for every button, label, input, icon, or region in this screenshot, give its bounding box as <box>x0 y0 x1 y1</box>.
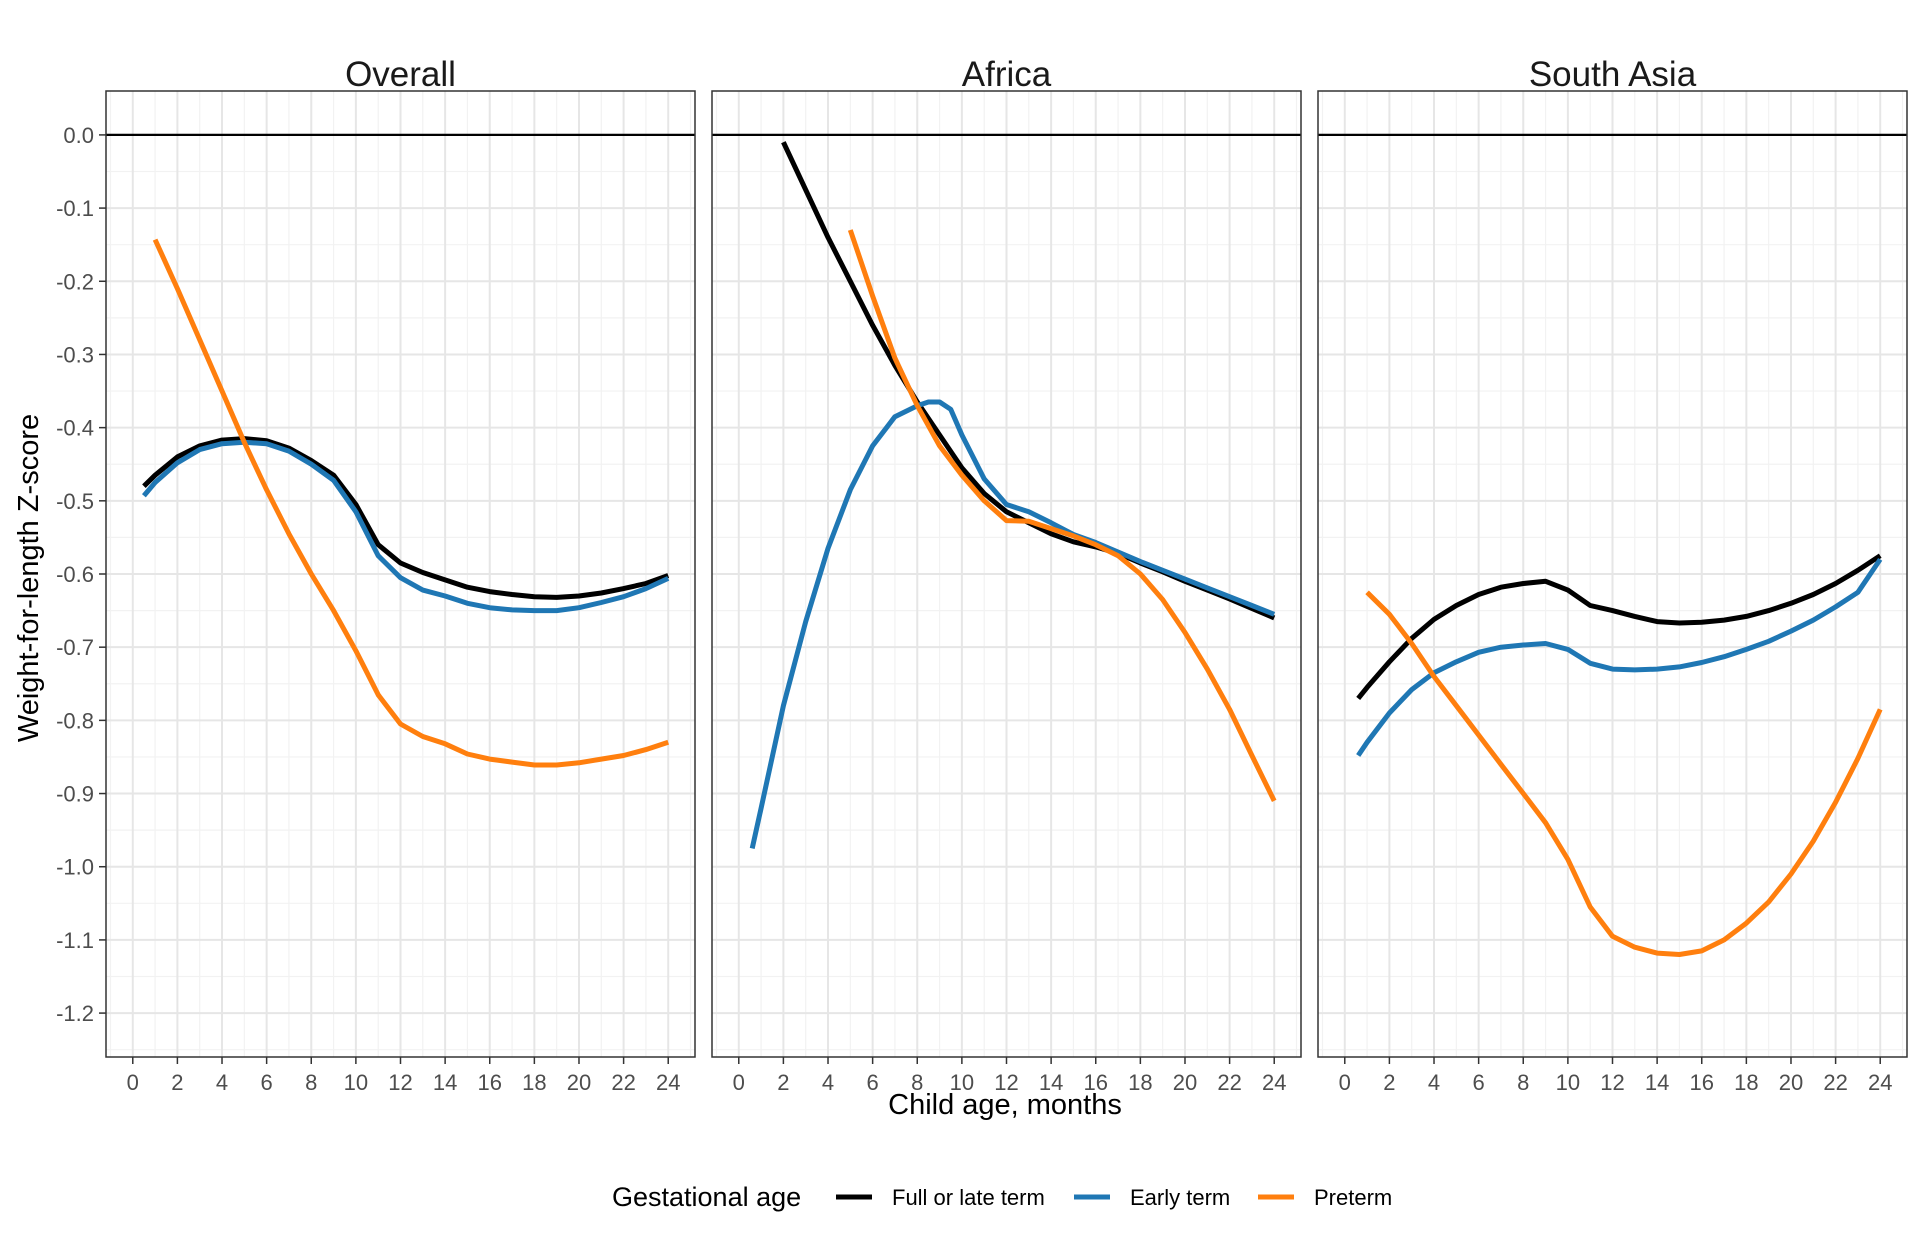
x-tick-label: 14 <box>1645 1070 1669 1095</box>
x-tick-label: 14 <box>1039 1070 1063 1095</box>
legend-label: Early term <box>1130 1185 1230 1210</box>
x-tick-label: 4 <box>216 1070 228 1095</box>
y-tick-label: -0.5 <box>56 489 94 514</box>
panel-title: Overall <box>345 55 456 94</box>
x-tick-label: 4 <box>822 1070 834 1095</box>
x-tick-label: 12 <box>388 1070 412 1095</box>
x-tick-label: 18 <box>522 1070 546 1095</box>
grid <box>712 91 1301 1057</box>
x-tick-label: 22 <box>611 1070 635 1095</box>
panel-title: South Asia <box>1529 55 1697 94</box>
y-tick-label: -0.9 <box>56 782 94 807</box>
x-tick-label: 0 <box>733 1070 745 1095</box>
x-tick-label: 8 <box>1517 1070 1529 1095</box>
legend-item-full-or-late-term: Full or late term <box>836 1185 1045 1210</box>
x-tick-label: 16 <box>478 1070 502 1095</box>
grid <box>106 91 695 1057</box>
series-line-preterm <box>1365 590 1883 957</box>
legend-title: Gestational age <box>612 1182 801 1212</box>
y-tick-label: -0.1 <box>56 196 94 221</box>
x-tick-label: 24 <box>1262 1070 1286 1095</box>
legend-item-preterm: Preterm <box>1258 1185 1392 1210</box>
x-tick-label: 6 <box>1473 1070 1485 1095</box>
x-tick-label: 24 <box>1868 1070 1892 1095</box>
y-tick-label: -1.1 <box>56 928 94 953</box>
x-tick-label: 6 <box>261 1070 273 1095</box>
y-tick-label: -1.2 <box>56 1001 94 1026</box>
x-tick-label: 16 <box>1690 1070 1714 1095</box>
x-tick-label: 18 <box>1734 1070 1758 1095</box>
y-tick-label: -0.4 <box>56 416 94 441</box>
x-tick-label: 10 <box>1556 1070 1580 1095</box>
y-tick-label: -0.8 <box>56 708 94 733</box>
x-axis-title: Child age, months <box>888 1089 1122 1121</box>
x-tick-label: 10 <box>950 1070 974 1095</box>
x-tick-label: 24 <box>656 1070 680 1095</box>
x-tick-label: 14 <box>433 1070 457 1095</box>
legend-label: Preterm <box>1314 1185 1392 1210</box>
x-tick-label: 0 <box>1339 1070 1351 1095</box>
legend-item-early-term: Early term <box>1074 1185 1230 1210</box>
x-tick-label: 18 <box>1128 1070 1152 1095</box>
legend-label: Full or late term <box>892 1185 1045 1210</box>
series-line-preterm <box>152 238 669 768</box>
x-tick-label: 12 <box>994 1070 1018 1095</box>
grid <box>1318 91 1907 1057</box>
x-tick-label: 2 <box>1383 1070 1395 1095</box>
x-tick-label: 20 <box>567 1070 591 1095</box>
y-tick-label: -0.7 <box>56 635 94 660</box>
y-axis-title: Weight-for-length Z-score <box>13 414 45 742</box>
x-tick-label: 6 <box>867 1070 879 1095</box>
x-tick-label: 22 <box>1823 1070 1847 1095</box>
x-tick-label: 12 <box>1600 1070 1624 1095</box>
x-tick-label: 2 <box>171 1070 183 1095</box>
x-tick-label: 8 <box>305 1070 317 1095</box>
x-tick-label: 8 <box>911 1070 923 1095</box>
y-tick-label: -1.0 <box>56 855 94 880</box>
legend: Gestational age Full or late term Early t… <box>612 1182 1392 1212</box>
x-tick-label: 0 <box>127 1070 139 1095</box>
series-line-early-term <box>141 439 670 614</box>
series-line-preterm <box>847 229 1277 803</box>
panel-title: Africa <box>962 55 1052 94</box>
series-line-early-term <box>749 399 1276 849</box>
series-line-full-or-late-term <box>142 436 670 600</box>
x-tick-label: 2 <box>777 1070 789 1095</box>
x-tick-label: 22 <box>1217 1070 1241 1095</box>
y-tick-label: 0.0 <box>63 123 94 148</box>
x-tick-label: 16 <box>1084 1070 1108 1095</box>
x-tick-label: 4 <box>1428 1070 1440 1095</box>
y-tick-label: -0.6 <box>56 562 94 587</box>
y-tick-label: -0.2 <box>56 269 94 294</box>
x-tick-label: 20 <box>1173 1070 1197 1095</box>
series-line-full-or-late-term <box>1356 553 1882 700</box>
x-tick-label: 20 <box>1779 1070 1803 1095</box>
series-line-early-term <box>1356 557 1883 757</box>
x-tick-label: 10 <box>344 1070 368 1095</box>
y-tick-label: -0.3 <box>56 342 94 367</box>
